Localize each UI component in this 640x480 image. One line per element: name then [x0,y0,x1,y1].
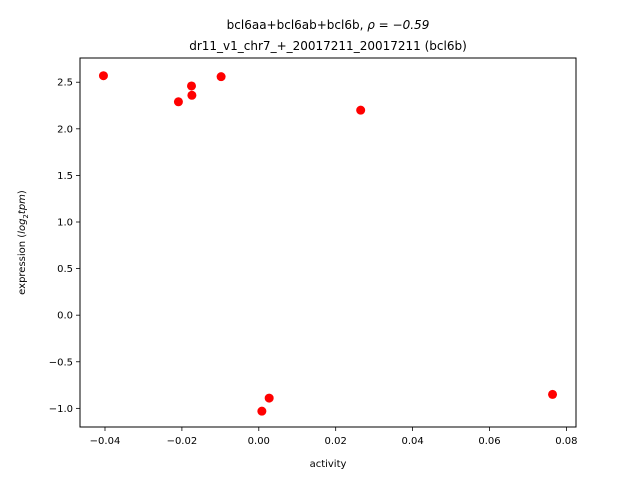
data-point [264,393,274,403]
x-tick-label: 0.08 [555,436,577,447]
data-point [187,90,197,100]
data-point [548,389,558,399]
y-tick-label: 0.5 [57,264,73,275]
data-point [187,81,197,91]
x-tick-label: 0.02 [325,436,347,447]
x-tick-label: 0.00 [248,436,270,447]
y-tick-label: 2.5 [57,78,73,89]
x-tick-label: 0.04 [401,436,423,447]
y-axis-label: expression (log2tpm) [17,190,30,295]
x-tick-label: −0.02 [167,436,198,447]
axis-ticks: −0.04 −0.02 0.00 0.02 0.04 0.06 0.08 −1.0 −0.5 0.… [49,78,578,447]
plot-frame [79,57,577,428]
data-point [216,72,226,82]
chart-title-line2: dr11_v1_chr7_+_20017211_20017211 (bcl6b) [189,39,467,53]
y-tick-label: 0.0 [57,311,73,322]
x-axis-label: activity [310,459,347,470]
data-point [356,105,366,115]
chart-title-line1: bcl6aa+bcl6ab+bcl6b, ρ = −0.59 [227,18,430,32]
data-point [173,97,183,107]
data-point [257,406,267,416]
y-tick-label: 1.5 [57,171,73,182]
y-tick-label: −0.5 [49,357,73,368]
chart-title: bcl6aa+bcl6ab+bcl6b, ρ = −0.59 dr11_v1_c… [189,18,467,53]
y-tick-label: 2.0 [57,124,73,135]
y-tick-label: 1.0 [57,218,73,229]
x-tick-label: 0.06 [478,436,500,447]
y-tick-label: −1.0 [49,404,73,415]
data-point [98,71,108,81]
x-tick-label: −0.04 [90,436,121,447]
data-points [98,71,558,416]
